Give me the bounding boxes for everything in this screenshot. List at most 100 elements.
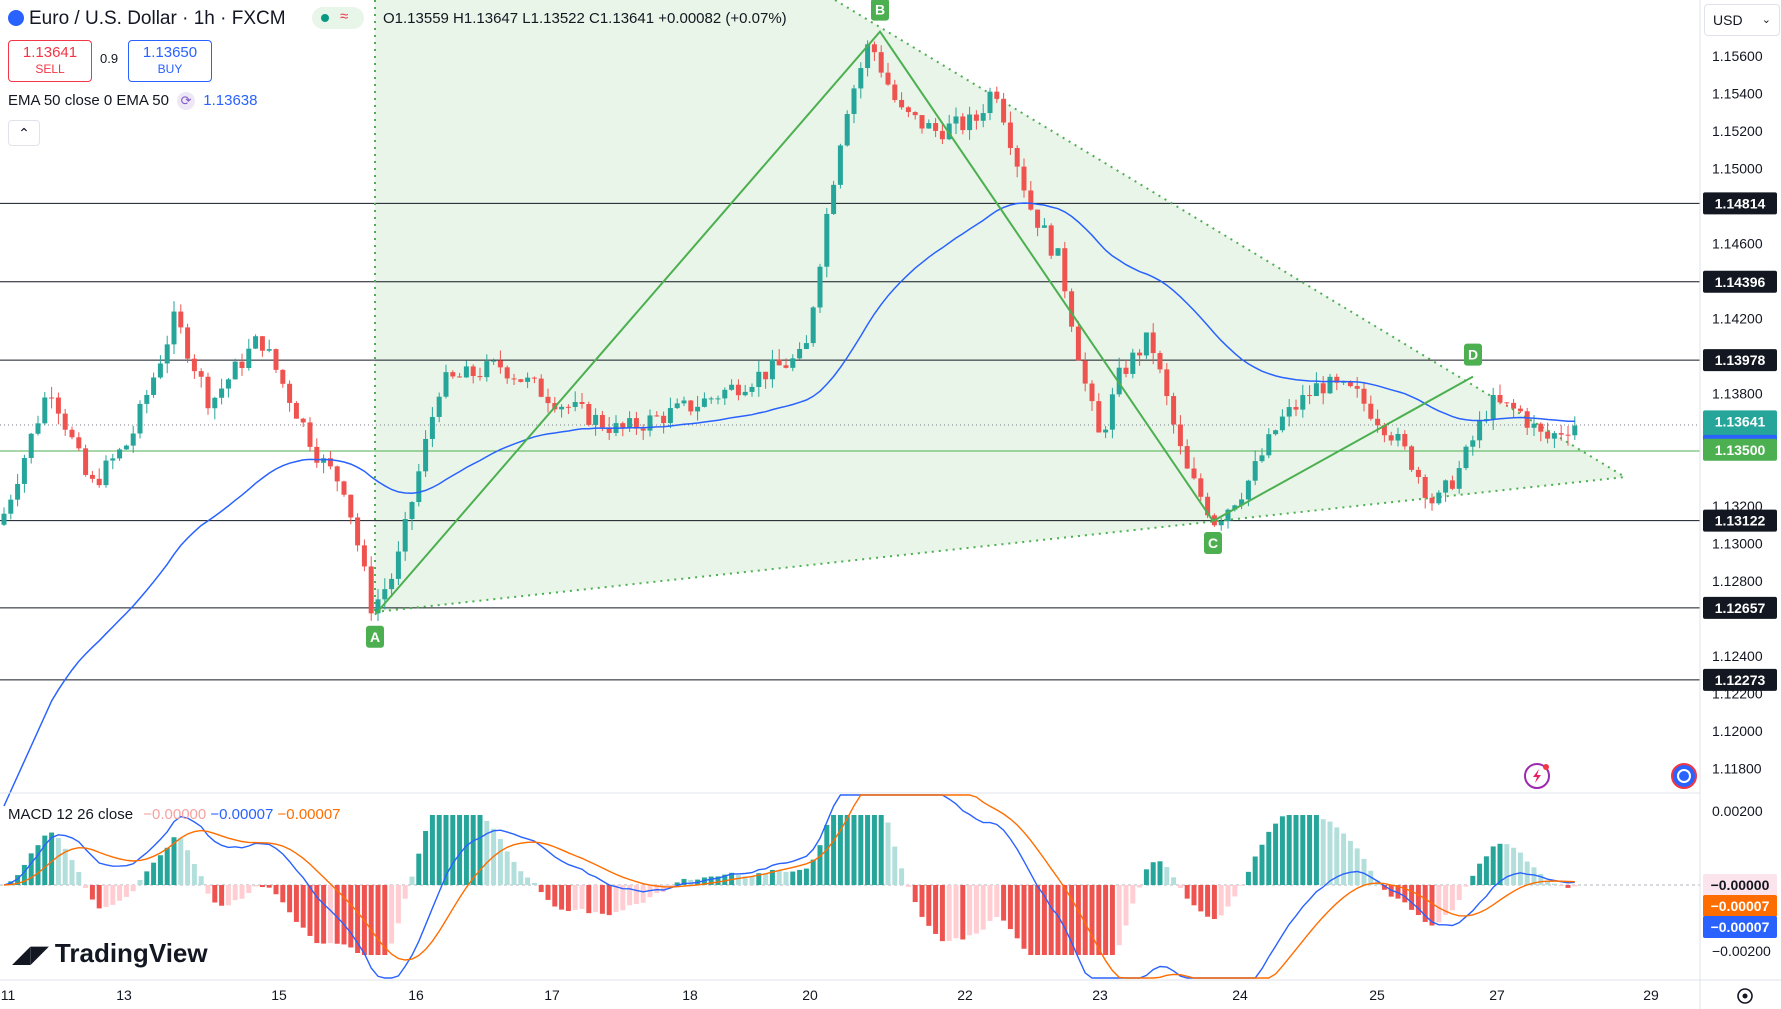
candle-body: [484, 361, 490, 378]
macd-bar: [572, 885, 578, 910]
candle-body: [824, 213, 830, 267]
macd-bar: [1041, 885, 1047, 955]
candle-body: [110, 458, 116, 461]
macd-bar: [157, 855, 163, 885]
signal-value: −0.00007: [277, 806, 341, 823]
time-tick-label: 13: [116, 987, 132, 1003]
macd-bar: [763, 873, 769, 885]
candle-body: [1177, 424, 1183, 447]
candle-body: [42, 397, 48, 424]
macd-bar: [1524, 861, 1530, 885]
candle-body: [477, 376, 483, 378]
macd-legend[interactable]: MACD 12 26 close −0.00000 −0.00007 −0.00…: [8, 806, 341, 823]
candle-body: [232, 361, 238, 380]
macd-bar: [314, 885, 320, 944]
macd-bar: [1218, 885, 1224, 916]
macd-bar: [1300, 815, 1306, 885]
macd-bar: [151, 862, 157, 885]
macd-value: −0.00007: [210, 806, 274, 823]
candle-body: [1334, 376, 1340, 383]
currency-label: USD: [1713, 12, 1743, 28]
candle-body: [321, 458, 327, 463]
macd-bar: [1320, 819, 1326, 885]
macd-tick-label: 0.00200: [1712, 803, 1763, 819]
price-tick-label: 1.14200: [1712, 311, 1763, 327]
macd-bar: [1490, 846, 1496, 885]
currency-selector[interactable]: USD ⌄: [1704, 4, 1780, 36]
collapse-button[interactable]: ⌃: [8, 120, 40, 146]
chevron-up-icon: ⌃: [18, 125, 30, 141]
macd-bar: [1177, 885, 1183, 889]
candle-body: [593, 414, 599, 425]
macd-bar: [1273, 823, 1279, 885]
macd-histogram: [8, 815, 1578, 955]
lightning-icon[interactable]: [1524, 763, 1550, 789]
candle-body: [375, 599, 381, 614]
symbol-title[interactable]: Euro / U.S. Dollar · 1h · FXCM: [8, 8, 286, 30]
macd-bar: [790, 871, 796, 885]
buy-button[interactable]: 1.13650 BUY: [128, 40, 212, 82]
macd-bar: [1211, 885, 1217, 920]
candle-body: [409, 502, 415, 520]
macd-bar: [980, 885, 986, 930]
candle-body: [1313, 383, 1319, 397]
macd-bar: [1307, 815, 1313, 885]
macd-bar: [1409, 885, 1415, 910]
macd-bar: [1089, 885, 1095, 955]
price-tick-label: 1.13000: [1712, 536, 1763, 552]
green-level-label: 1.13500: [1715, 442, 1766, 458]
macd-bar: [1245, 871, 1251, 885]
symbol-label: Euro / U.S. Dollar · 1h · FXCM: [29, 8, 286, 29]
macd-bar: [1205, 885, 1211, 917]
pattern-point-label: C: [1208, 535, 1218, 551]
price-tick-label: 1.12000: [1712, 723, 1763, 739]
candle-body: [1320, 383, 1326, 394]
candle-body: [763, 371, 769, 380]
macd-bar: [1021, 885, 1027, 949]
macd-bar: [1545, 880, 1551, 885]
macd-bar: [878, 815, 884, 885]
macd-bar: [817, 845, 823, 885]
macd-bar: [1191, 885, 1197, 906]
candle-body: [776, 359, 782, 366]
macd-badge: [1703, 874, 1777, 896]
macd-bar: [1558, 885, 1564, 887]
tradingview-logo[interactable]: ◢◤ TradingView: [12, 938, 208, 969]
candle-body: [178, 311, 184, 328]
candle-body: [1531, 423, 1537, 428]
macd-bar: [1422, 885, 1428, 922]
candle-body: [348, 494, 354, 518]
macd-bar: [722, 874, 728, 885]
macd-bar: [565, 885, 571, 912]
settings-icon[interactable]: [1737, 988, 1753, 1004]
market-status[interactable]: ≈: [312, 7, 364, 29]
macd-bar: [35, 845, 41, 885]
candle-body: [586, 403, 592, 425]
candle-body: [790, 358, 796, 368]
refresh-icon[interactable]: ⟳: [177, 92, 196, 110]
macd-bar: [824, 824, 830, 885]
macd-bar: [912, 885, 918, 903]
ema-legend[interactable]: EMA 50 close 0 EMA 50 ⟳ 1.13638: [8, 92, 258, 110]
candle-body: [1225, 509, 1231, 521]
macd-bar: [1225, 885, 1231, 907]
calendar-icon[interactable]: [1671, 763, 1697, 789]
price-tick-label: 1.14600: [1712, 236, 1763, 252]
candle-body: [123, 445, 129, 450]
macd-bar: [661, 885, 667, 892]
macd-bar: [518, 871, 524, 885]
candle-body: [429, 416, 435, 439]
candle-body: [1565, 434, 1571, 436]
candle-body: [8, 499, 14, 514]
candle-body: [797, 348, 803, 359]
macd-bar: [606, 885, 612, 916]
candle-body: [708, 398, 714, 400]
macd-bar: [586, 885, 592, 914]
sell-button[interactable]: 1.13641 SELL: [8, 40, 92, 82]
sell-price: 1.13641: [22, 44, 78, 61]
macd-bar: [477, 815, 483, 885]
candle-body: [1191, 468, 1197, 479]
macd-bar: [1286, 815, 1292, 885]
candle-body: [722, 389, 728, 399]
